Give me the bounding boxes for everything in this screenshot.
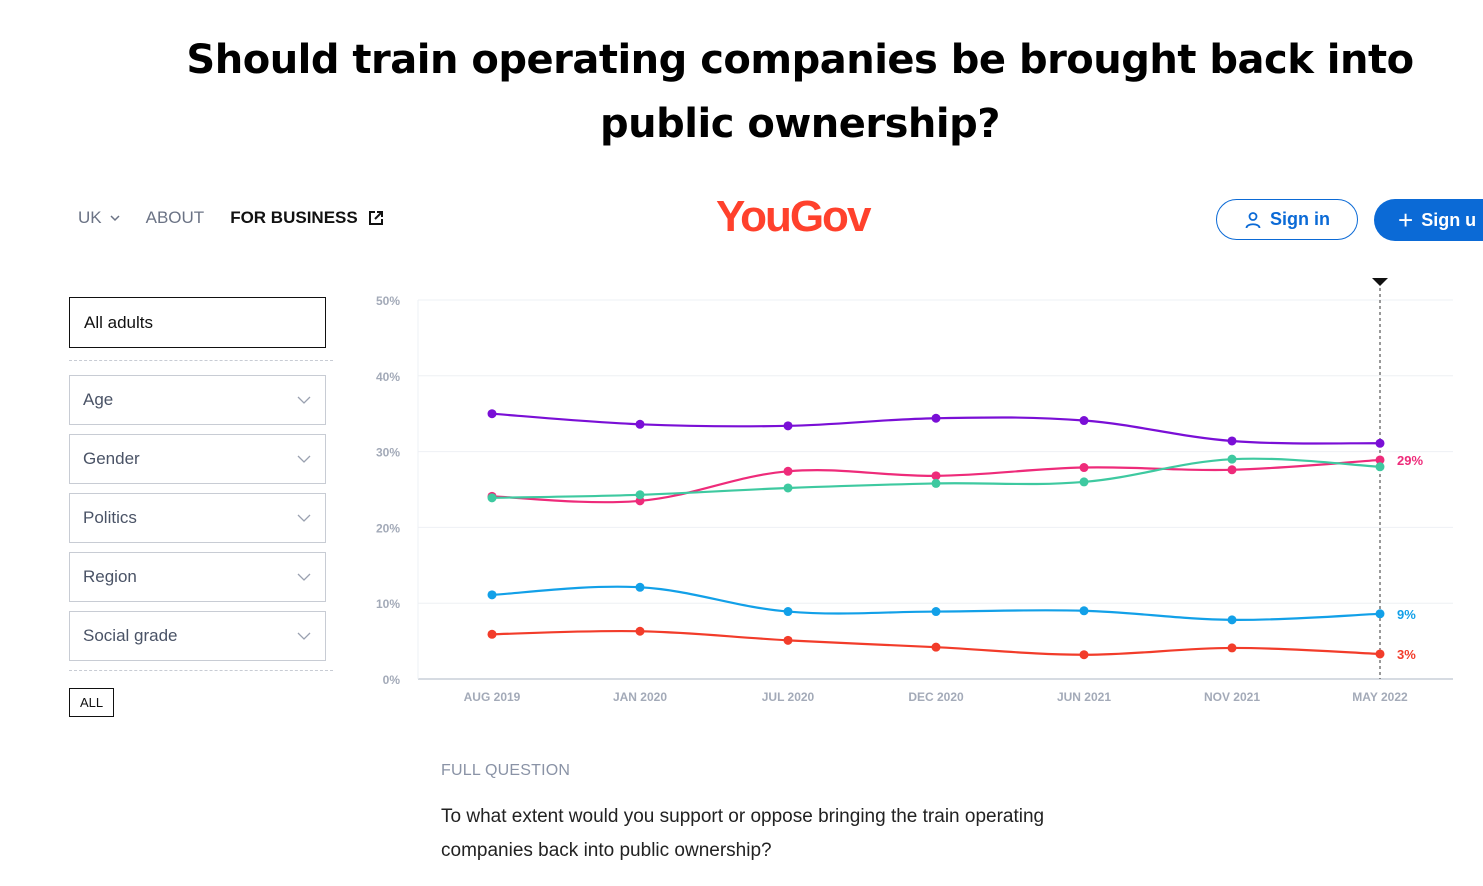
end-value-label-pink: 29% [1397, 453, 1423, 468]
full-question-label: FULL QUESTION [441, 762, 571, 779]
filter-gender[interactable]: Gender [69, 434, 326, 484]
sign-in-button[interactable]: Sign in [1216, 199, 1358, 240]
all-adults-filter[interactable]: All adults [69, 297, 326, 348]
nav-for-business[interactable]: FOR BUSINESS [230, 208, 384, 228]
y-tick-label: 50% [376, 294, 400, 308]
data-point-pink [1079, 463, 1089, 473]
sign-in-label: Sign in [1270, 209, 1330, 229]
data-point-purple [1375, 438, 1385, 448]
data-point-red [931, 642, 941, 652]
data-point-green [487, 493, 497, 503]
x-tick-label: AUG 2019 [464, 690, 521, 704]
region-selector[interactable]: UK [78, 208, 120, 228]
data-point-purple [1227, 436, 1237, 446]
x-tick-label: DEC 2020 [908, 690, 964, 704]
data-point-red [487, 629, 497, 639]
all-adults-label: All adults [84, 312, 153, 332]
data-point-blue [931, 607, 941, 617]
chevron-down-icon [297, 455, 311, 463]
data-point-green [783, 483, 793, 493]
filter-sidebar: All adults Age Gender Politics Region Social… [69, 297, 333, 717]
divider [69, 360, 333, 361]
page-title: Should train operating companies be brou… [186, 37, 1414, 147]
y-tick-label: 40% [376, 370, 400, 384]
y-tick-label: 20% [376, 521, 400, 535]
data-point-red [1079, 650, 1089, 660]
nav-business-label: FOR BUSINESS [230, 208, 358, 227]
data-point-green [1079, 477, 1089, 487]
data-point-purple [1079, 416, 1089, 426]
top-nav: UK ABOUT FOR BUSINESS [78, 208, 410, 228]
x-tick-label: JUN 2021 [1057, 690, 1111, 704]
x-tick-label: NOV 2021 [1204, 690, 1260, 704]
data-point-green [931, 478, 941, 488]
chevron-down-icon [297, 514, 311, 522]
data-point-green [1375, 462, 1385, 472]
filter-age[interactable]: Age [69, 375, 326, 425]
all-button[interactable]: ALL [69, 688, 115, 717]
full-question-text: To what extent would you support or oppo… [441, 806, 1045, 861]
plus-icon: + [1398, 205, 1414, 235]
hover-marker-icon [1372, 278, 1388, 286]
data-point-blue [1079, 606, 1089, 616]
data-point-red [1227, 643, 1237, 653]
x-tick-label: JUL 2020 [762, 690, 815, 704]
filter-label: Politics [83, 508, 137, 527]
data-point-red [1375, 649, 1385, 659]
filter-label: Region [83, 567, 137, 586]
nav-about-label: ABOUT [145, 208, 205, 227]
region-label: UK [78, 208, 102, 227]
data-point-blue [635, 582, 645, 592]
yougov-logo[interactable]: YouGov [716, 192, 871, 241]
data-point-red [635, 626, 645, 636]
data-point-green [1227, 454, 1237, 464]
data-point-red [783, 635, 793, 645]
filter-social-grade[interactable]: Social grade [69, 611, 326, 661]
sign-up-label: Sign u [1421, 209, 1477, 230]
filter-list: Age Gender Politics Region Social grade [69, 375, 333, 661]
data-point-blue [1375, 609, 1385, 619]
nav-about[interactable]: ABOUT [146, 208, 205, 228]
chevron-down-icon [297, 632, 311, 640]
data-point-blue [783, 607, 793, 617]
filter-label: Gender [83, 449, 140, 468]
chevron-down-icon [110, 215, 120, 222]
sign-up-button[interactable]: + Sign u [1374, 199, 1483, 241]
data-point-purple [931, 413, 941, 423]
chevron-down-icon [297, 573, 311, 581]
data-point-purple [635, 419, 645, 429]
x-tick-label: MAY 2022 [1352, 690, 1408, 704]
data-point-pink [1375, 455, 1385, 465]
filter-politics[interactable]: Politics [69, 493, 326, 543]
y-tick-label: 10% [376, 597, 400, 611]
data-point-pink [1227, 465, 1237, 475]
trend-line-chart: 0% 10% 20% 30% 40% 50% AUG 2019 JAN 2020 JUL 202… [376, 278, 1453, 704]
filter-region[interactable]: Region [69, 552, 326, 602]
end-value-label-red: 3% [1397, 647, 1416, 662]
data-point-blue [487, 590, 497, 600]
data-point-purple [487, 409, 497, 419]
filter-label: Age [83, 390, 114, 409]
end-value-label-blue: 9% [1397, 607, 1416, 622]
divider [69, 670, 333, 671]
data-point-blue [1227, 615, 1237, 625]
user-icon [1245, 211, 1261, 228]
chevron-down-icon [297, 396, 311, 404]
data-point-green [635, 490, 645, 500]
y-tick-label: 0% [383, 673, 401, 687]
external-link-icon [368, 211, 383, 225]
data-point-purple [783, 421, 793, 431]
y-tick-label: 30% [376, 446, 400, 460]
filter-label: Social grade [83, 626, 178, 645]
data-point-pink [931, 471, 941, 481]
data-point-pink [783, 466, 793, 476]
x-tick-label: JAN 2020 [613, 690, 667, 704]
